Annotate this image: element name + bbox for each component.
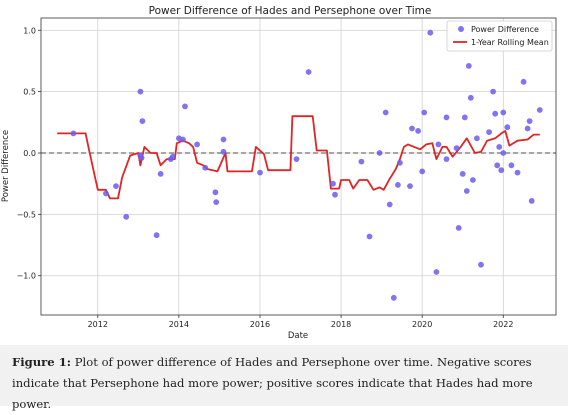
data-point (427, 29, 434, 36)
data-point (113, 183, 119, 190)
data-point (453, 145, 460, 152)
data-point (293, 156, 300, 163)
x-tick-label: 2020 (412, 320, 432, 329)
data-point (500, 150, 507, 156)
data-point (395, 182, 401, 188)
data-point (180, 136, 186, 143)
data-point (528, 198, 535, 204)
data-point (386, 201, 393, 208)
data-point (492, 110, 499, 117)
chart-title: Power Difference of Hades and Persephone… (149, 5, 432, 17)
y-axis-ticks: −1.0 −0.5 0.0 0.5 1.0 (17, 26, 41, 281)
data-point (409, 125, 415, 132)
legend-marker-power-difference (458, 26, 464, 32)
x-axis-ticks: 2012 2014 2016 2018 2020 2022 (88, 315, 513, 329)
caption-body: Plot of power difference of Hades and Pe… (12, 355, 533, 411)
data-point (153, 232, 160, 239)
caption-label: Figure 1: (12, 355, 72, 369)
data-point (490, 88, 496, 95)
data-point (123, 213, 130, 220)
data-point (470, 177, 476, 183)
data-point (358, 158, 365, 165)
data-point (220, 148, 227, 155)
y-tick-label: 0.5 (23, 88, 36, 97)
y-tick-label: 0.0 (23, 149, 36, 158)
data-point (494, 162, 501, 169)
data-point (455, 225, 462, 231)
data-point (376, 150, 383, 156)
y-tick-label: 1.0 (23, 26, 36, 35)
data-point (433, 269, 440, 275)
x-tick-label: 2022 (493, 320, 513, 329)
power-difference-series (70, 29, 543, 301)
data-point (139, 118, 146, 124)
rolling-mean-line (57, 115, 540, 200)
data-point (202, 164, 209, 171)
data-point (498, 167, 505, 174)
data-point (474, 135, 480, 142)
data-point (407, 183, 413, 190)
data-point (305, 69, 312, 75)
legend-label-power-difference: Power Difference (471, 25, 539, 34)
data-point (213, 199, 220, 206)
data-point (467, 94, 474, 101)
y-tick-label: −1.0 (17, 272, 36, 281)
data-point (194, 141, 201, 148)
data-point (514, 169, 521, 176)
grid (41, 18, 556, 315)
data-point (70, 130, 77, 137)
y-tick-label: −0.5 (17, 210, 36, 219)
y-axis-label: Power Difference (1, 130, 11, 202)
data-point (138, 155, 145, 161)
data-point (500, 109, 507, 116)
plot-frame (40, 17, 557, 316)
data-point (478, 261, 484, 268)
data-point (397, 159, 403, 166)
x-tick-label: 2016 (250, 320, 270, 329)
data-point (443, 156, 450, 163)
data-point (536, 107, 543, 113)
data-point (157, 171, 164, 177)
data-point (520, 78, 527, 85)
data-point (220, 136, 227, 143)
x-tick-label: 2018 (331, 320, 351, 329)
data-point (463, 188, 470, 194)
legend: Power Difference 1-Year Rolling Mean (446, 20, 553, 52)
data-point (137, 88, 144, 95)
figure-caption: Figure 1: Plot of power difference of Ha… (0, 345, 568, 411)
data-point (257, 169, 263, 176)
data-point (419, 168, 426, 175)
legend-label-rolling-mean: 1-Year Rolling Mean (471, 38, 549, 47)
data-point (486, 129, 492, 136)
data-point (415, 127, 421, 134)
data-point (461, 114, 468, 121)
data-point (382, 109, 389, 116)
data-point (465, 63, 472, 69)
data-point (103, 190, 109, 197)
data-point (169, 153, 176, 160)
data-point (366, 233, 373, 240)
x-axis-label: Date (288, 331, 308, 341)
chart: Power Difference of Hades and Persephone… (1, 5, 557, 341)
data-point (443, 114, 450, 121)
rolling-mean-series (57, 115, 540, 200)
legend-box (446, 20, 553, 52)
data-point (390, 294, 397, 301)
x-tick-label: 2014 (169, 320, 189, 329)
x-tick-label: 2012 (88, 320, 108, 329)
data-point (496, 144, 503, 150)
data-point (330, 180, 336, 187)
data-point (526, 118, 533, 124)
data-point (504, 124, 511, 131)
caption-text: Figure 1: Plot of power difference of Ha… (12, 352, 556, 415)
data-point (421, 109, 428, 116)
data-point (435, 141, 442, 148)
data-point (508, 162, 515, 169)
data-point (212, 189, 219, 196)
data-point (182, 103, 188, 110)
data-point (459, 171, 466, 177)
data-point (332, 191, 338, 198)
data-point (524, 125, 531, 132)
